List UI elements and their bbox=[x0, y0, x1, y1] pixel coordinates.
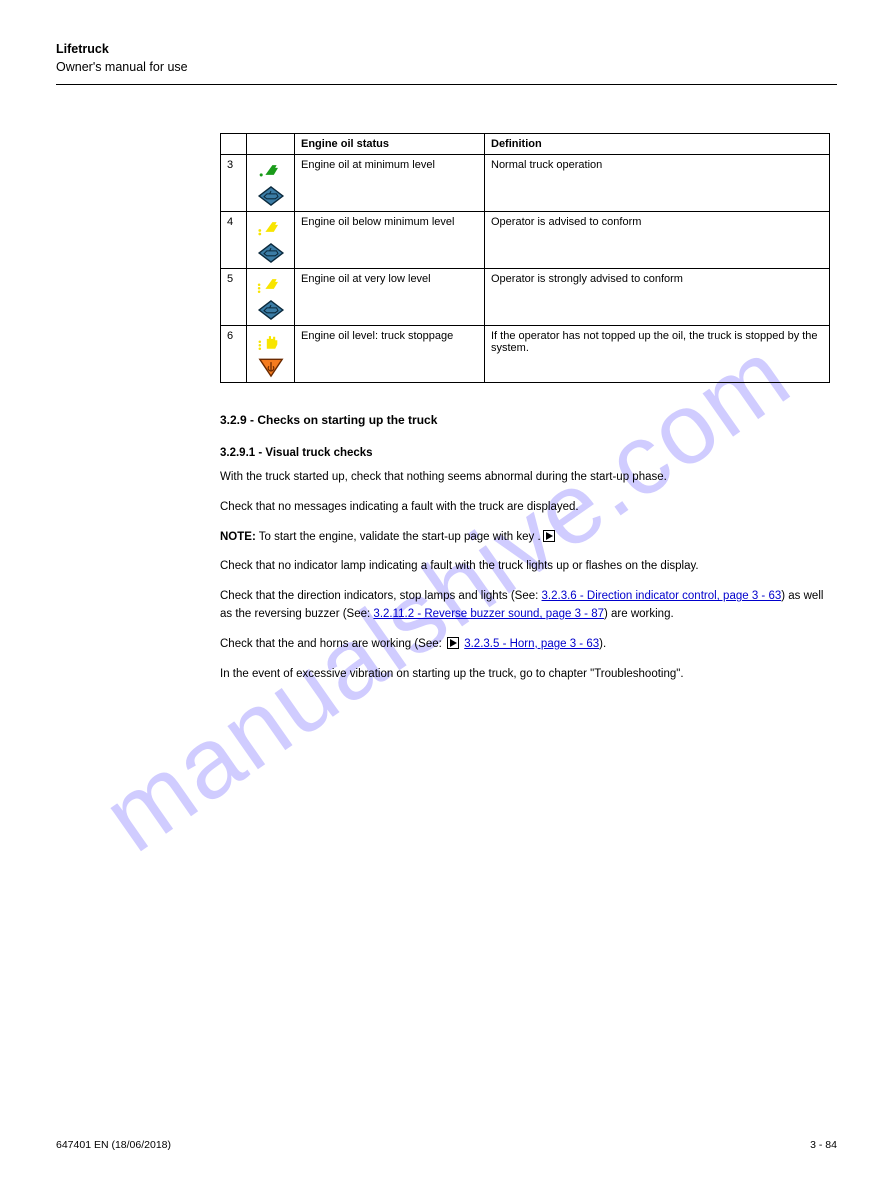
table-row: 6 bbox=[221, 326, 830, 383]
th-blank-2 bbox=[247, 134, 295, 155]
row-num: 6 bbox=[221, 326, 247, 383]
row-status: Engine oil at very low level bbox=[295, 269, 485, 326]
note-label: NOTE: bbox=[220, 531, 256, 543]
oil-diamond-icon bbox=[257, 299, 285, 321]
note-line: NOTE: To start the engine, validate the … bbox=[220, 529, 830, 547]
row-num: 3 bbox=[221, 155, 247, 212]
play-key-icon bbox=[543, 530, 555, 542]
wrench-green-icon bbox=[257, 159, 285, 181]
th-blank-1 bbox=[221, 134, 247, 155]
engine-oil-status-table: Engine oil status Definition 3 bbox=[220, 133, 830, 383]
body-text: In the event of excessive vibration on s… bbox=[220, 666, 830, 684]
oil-diamond-icon bbox=[257, 242, 285, 264]
note-body: To start the engine, validate the start-… bbox=[256, 531, 541, 543]
oil-diamond-icon bbox=[257, 185, 285, 207]
row-icons bbox=[247, 155, 295, 212]
table-header-row: Engine oil status Definition bbox=[221, 134, 830, 155]
table-row: 4 Engine oil b bbox=[221, 212, 830, 269]
text-fragment: ) are working. bbox=[604, 608, 674, 620]
page-title: Lifetruck bbox=[56, 42, 837, 56]
page-subtitle: Owner's manual for use bbox=[56, 60, 837, 74]
table-row: 3 Engine oil a bbox=[221, 155, 830, 212]
text-fragment: ). bbox=[599, 638, 606, 650]
text-fragment: Check that the direction indicators, sto… bbox=[220, 590, 542, 602]
header-rule bbox=[56, 84, 837, 85]
table-row: 5 Engine oil a bbox=[221, 269, 830, 326]
body-text: Check that no messages indicating a faul… bbox=[220, 499, 830, 517]
xref-link[interactable]: 3.2.3.6 - Direction indicator control, p… bbox=[542, 590, 782, 602]
body-text-with-links: Check that the direction indicators, sto… bbox=[220, 588, 830, 624]
row-icons bbox=[247, 212, 295, 269]
row-num: 5 bbox=[221, 269, 247, 326]
content-area: Engine oil status Definition 3 bbox=[220, 133, 830, 684]
wrench-yellow-icon bbox=[257, 216, 285, 238]
wrench-yellow-icon bbox=[257, 273, 285, 295]
row-definition: If the operator has not topped up the oi… bbox=[485, 326, 830, 383]
xref-link[interactable]: 3.2.3.5 - Horn, page 3 - 63 bbox=[464, 638, 599, 650]
row-num: 4 bbox=[221, 212, 247, 269]
row-definition: Normal truck operation bbox=[485, 155, 830, 212]
page-container: Lifetruck Owner's manual for use Engine … bbox=[0, 0, 893, 684]
body-text: With the truck started up, check that no… bbox=[220, 469, 830, 487]
row-icons bbox=[247, 269, 295, 326]
hand-yellow-icon bbox=[257, 330, 285, 352]
th-definition: Definition bbox=[485, 134, 830, 155]
th-status: Engine oil status bbox=[295, 134, 485, 155]
footer-left: 647401 EN (18/06/2018) bbox=[56, 1139, 171, 1151]
play-key-icon bbox=[447, 637, 459, 649]
text-fragment: Check that the and horns are working (Se… bbox=[220, 638, 445, 650]
row-definition: Operator is strongly advised to conform bbox=[485, 269, 830, 326]
footer-right: 3 - 84 bbox=[810, 1139, 837, 1151]
row-icons bbox=[247, 326, 295, 383]
section-heading: 3.2.9 - Checks on starting up the truck bbox=[220, 413, 830, 427]
row-definition: Operator is advised to conform bbox=[485, 212, 830, 269]
xref-link[interactable]: 3.2.11.2 - Reverse buzzer sound, page 3 … bbox=[373, 608, 604, 620]
row-status: Engine oil level: truck stoppage bbox=[295, 326, 485, 383]
row-status: Engine oil at minimum level bbox=[295, 155, 485, 212]
row-status: Engine oil below minimum level bbox=[295, 212, 485, 269]
warning-triangle-icon bbox=[257, 356, 285, 378]
page-footer: 647401 EN (18/06/2018) 3 - 84 bbox=[56, 1139, 837, 1151]
body-text: Check that no indicator lamp indicating … bbox=[220, 558, 830, 576]
body-text-with-links: Check that the and horns are working (Se… bbox=[220, 636, 830, 654]
subsection-heading: 3.2.9.1 - Visual truck checks bbox=[220, 447, 830, 459]
